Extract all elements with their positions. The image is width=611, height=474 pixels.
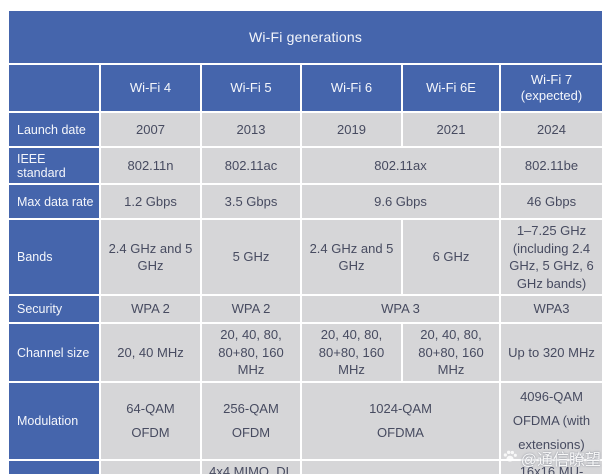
row-label-modulation: Modulation	[9, 382, 99, 459]
col-header-wifi5: Wi-Fi 5	[202, 65, 300, 111]
col-header-wifi6: Wi-Fi 6	[302, 65, 401, 111]
table-cell: 1.2 Gbps	[101, 185, 200, 218]
table-cell: 6 GHz	[403, 220, 499, 295]
table-cell: Up to 320 MHz	[501, 324, 602, 381]
row-label-launch-date: Launch date	[9, 113, 99, 146]
row-label-security: Security	[9, 296, 99, 323]
table-cell: WPA 2	[101, 296, 200, 323]
table-cell-merged: 8x8 UL/DL MU-MIMO	[302, 460, 499, 474]
table-cell: 2013	[202, 113, 300, 146]
table-cell: 20, 40, 80, 80+80, 160 MHz	[302, 324, 401, 381]
table-cell: 64-QAM OFDM	[101, 382, 200, 459]
table-cell: 4x4 MIMO, DL MU-MIMO	[202, 460, 300, 474]
wifi-generations-table: Wi-Fi generations Wi-Fi 4 Wi-Fi 5 Wi-Fi …	[7, 9, 604, 474]
table-cell: 2024	[501, 113, 602, 146]
table-cell: 5 GHz	[202, 220, 300, 295]
table-cell: 2021	[403, 113, 499, 146]
table-cell-merged: 1024-QAM OFDMA	[302, 382, 499, 459]
table-cell: 20, 40, 80, 80+80, 160 MHz	[403, 324, 499, 381]
row-label-channel-size: Channel size	[9, 324, 99, 381]
row-label-bands: Bands	[9, 220, 99, 295]
table-cell: 256-QAM OFDM	[202, 382, 300, 459]
table-cell: 2.4 GHz and 5 GHz	[302, 220, 401, 295]
col-header-wifi7: Wi-Fi 7 (expected)	[501, 65, 602, 111]
table-cell: 46 Gbps	[501, 185, 602, 218]
table-cell: 20, 40 MHz	[101, 324, 200, 381]
table-cell-merged: WPA 3	[302, 296, 499, 323]
table-cell: 2.4 GHz and 5 GHz	[101, 220, 200, 295]
table-cell: WPA 2	[202, 296, 300, 323]
table-cell: 802.11be	[501, 148, 602, 183]
col-header-wifi6e: Wi-Fi 6E	[403, 65, 499, 111]
table-cell: 3.5 Gbps	[202, 185, 300, 218]
row-label-ieee-standard: IEEE standard	[9, 148, 99, 183]
table-cell: 802.11n	[101, 148, 200, 183]
table-cell: 16x16 MU-MIMO	[501, 460, 602, 474]
table-cell-merged: 9.6 Gbps	[302, 185, 499, 218]
table-cell: 4x4 MIMO	[101, 460, 200, 474]
col-header-wifi4: Wi-Fi 4	[101, 65, 200, 111]
table-cell: 2019	[302, 113, 401, 146]
table-cell: 20, 40, 80, 80+80, 160 MHz	[202, 324, 300, 381]
table-cell: 2007	[101, 113, 200, 146]
table-cell: 802.11ac	[202, 148, 300, 183]
row-label-max-data-rate: Max data rate	[9, 185, 99, 218]
table-cell: WPA3	[501, 296, 602, 323]
table-title: Wi-Fi generations	[9, 11, 602, 63]
table-cell-merged: 802.11ax	[302, 148, 499, 183]
table-cell: 1–7.25 GHz (including 2.4 GHz, 5 GHz, 6 …	[501, 220, 602, 295]
col-header-blank	[9, 65, 99, 111]
row-label-mimo: MIMO	[9, 460, 99, 474]
table-cell: 4096-QAM OFDMA (with extensions)	[501, 382, 602, 459]
